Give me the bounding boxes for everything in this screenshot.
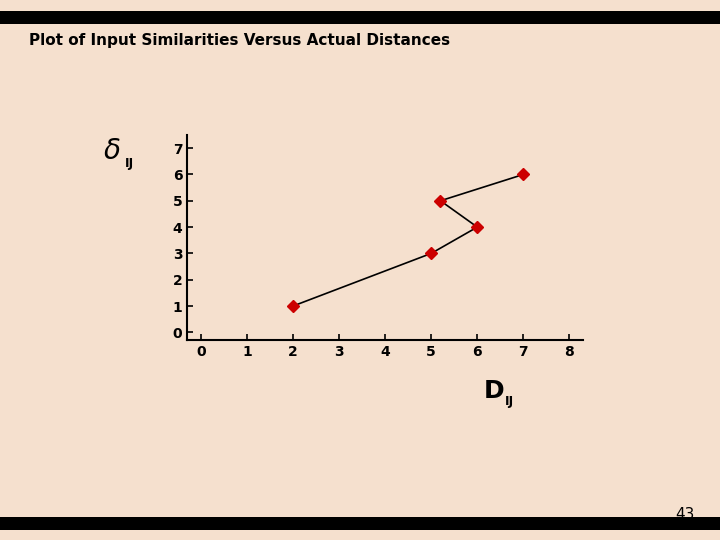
Text: Plot of Input Similarities Versus Actual Distances: Plot of Input Similarities Versus Actual…	[29, 33, 450, 48]
Text: 43: 43	[675, 507, 695, 522]
Text: IJ: IJ	[505, 395, 513, 408]
Text: $\delta$: $\delta$	[103, 138, 120, 165]
Text: IJ: IJ	[125, 157, 134, 170]
Text: $\mathbf{D}$: $\mathbf{D}$	[482, 380, 504, 403]
